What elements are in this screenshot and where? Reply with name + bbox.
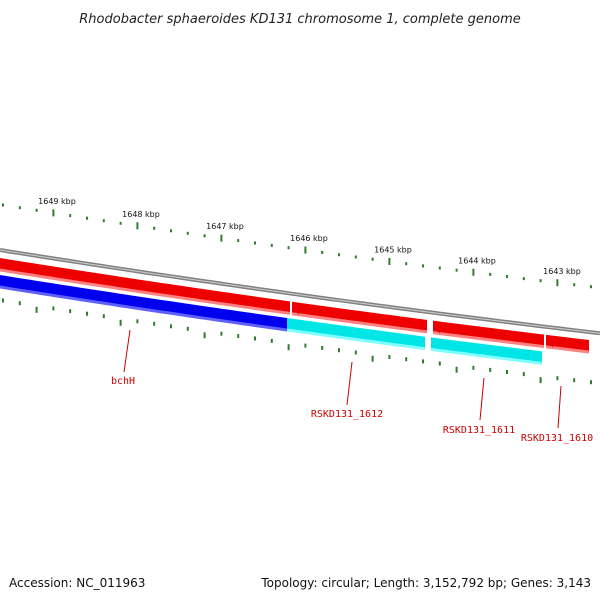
scale-label: 1644 kbp: [458, 256, 496, 265]
map-title: Rhodobacter sphaeroides KD131 chromosome…: [79, 12, 520, 27]
forward-gene-arrowhead: [433, 321, 440, 334]
inner-scale-ticks: [2, 298, 592, 385]
scale-label: 1648 kbp: [122, 210, 160, 219]
forward-gene-4-shade: [546, 345, 589, 354]
outer-scale-labels: 1649 kbp 1648 kbp 1647 kbp 1646 kbp 1645 kbp…: [38, 197, 581, 276]
reverse-gene-bchH-shade: [0, 285, 287, 332]
reverse-gene-1612: [287, 318, 425, 349]
gene-label: RSKD131_1611: [443, 425, 515, 436]
forward-gene-3-shade: [433, 331, 544, 349]
forward-gene-2-shade: [292, 312, 427, 334]
gene-tracks: [0, 248, 600, 365]
gene-label-leader: [346, 361, 353, 406]
forward-gene-1: [0, 258, 290, 314]
scale-label: 1643 kbp: [543, 267, 581, 276]
genome-summary-text: Topology: circular; Length: 3,152,792 bp…: [260, 576, 591, 590]
gene-labels: bchH RSKD131_1612 RSKD131_1611 RSKD131_1610: [111, 329, 593, 444]
scale-label: 1649 kbp: [38, 197, 76, 206]
reverse-gene-bchH: [0, 275, 287, 331]
gene-label-leader: [479, 377, 485, 421]
gene-label: RSKD131_1612: [311, 409, 383, 420]
gene-label: RSKD131_1610: [521, 433, 593, 444]
scale-label: 1645 kbp: [374, 245, 412, 254]
reverse-gene-1612-shade: [287, 328, 425, 351]
accession-text: Accession: NC_011963: [9, 576, 145, 590]
gene-label-leader: [557, 385, 562, 429]
reverse-gene-1611: [431, 337, 542, 364]
outer-scale-ticks: [2, 203, 592, 289]
forward-gene-3: [433, 320, 544, 347]
gene-label-leader: [123, 329, 131, 373]
gene-label: bchH: [111, 376, 135, 387]
forward-gene-1-shade: [0, 268, 290, 315]
scale-label: 1646 kbp: [290, 234, 328, 243]
genome-backbone-highlight: [0, 249, 600, 334]
forward-gene-arrowhead: [546, 335, 553, 348]
forward-gene-arrowhead: [292, 302, 299, 315]
scale-label: 1647 kbp: [206, 222, 244, 231]
forward-gene-2: [292, 301, 427, 332]
reverse-gene-1611-shade: [431, 347, 542, 365]
